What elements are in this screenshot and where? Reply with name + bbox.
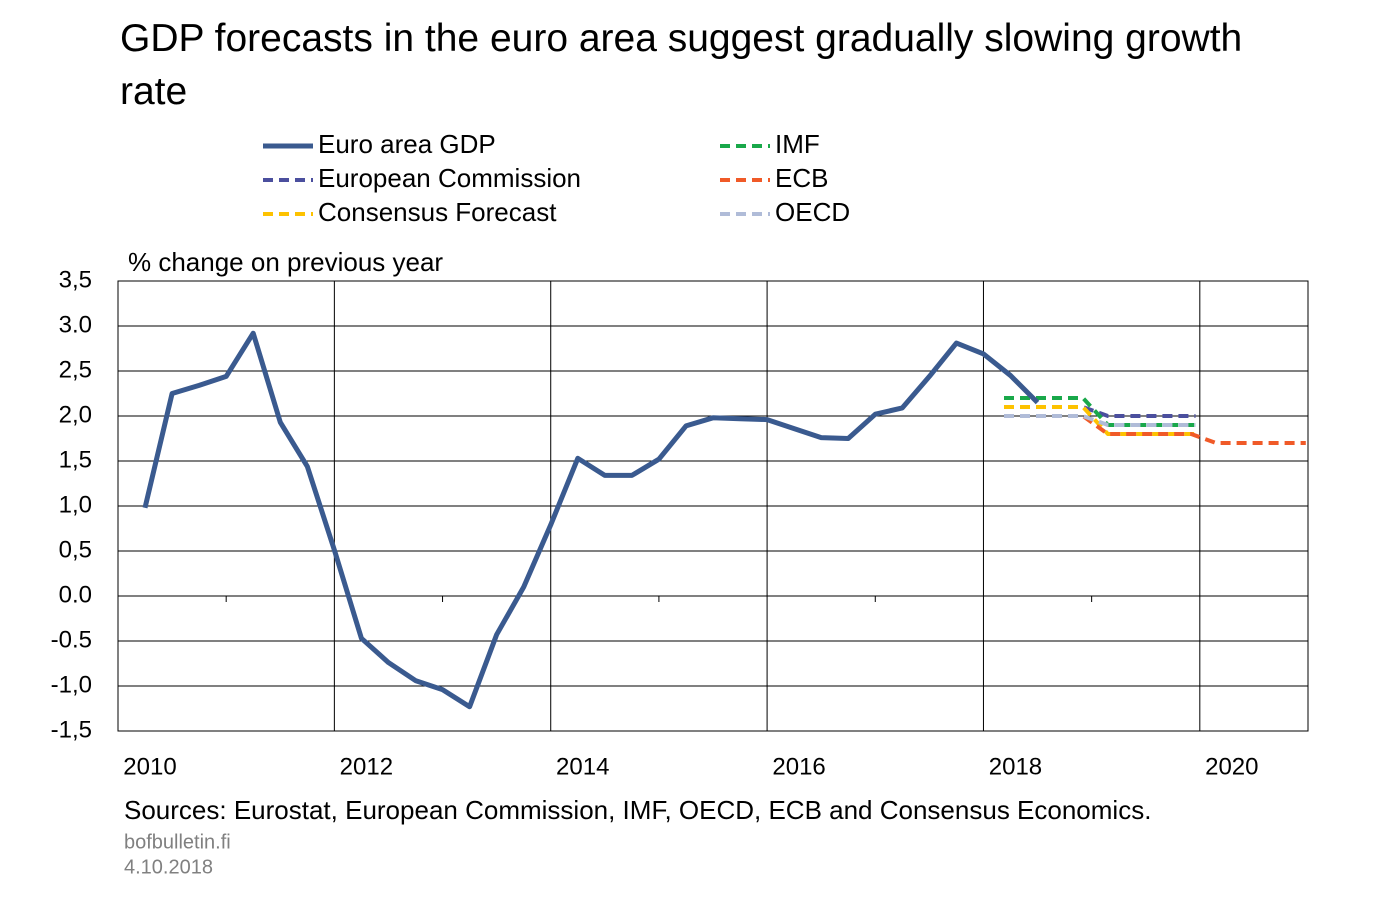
y-tick-label: 2,5 — [59, 356, 92, 383]
x-tick-label: 2020 — [1205, 753, 1258, 780]
legend-label: Euro area GDP — [318, 129, 496, 159]
y-tick-label: 1,5 — [59, 446, 92, 473]
legend-label: European Commission — [318, 163, 581, 193]
series-line — [1004, 414, 1306, 445]
y-tick-label: -0.5 — [51, 626, 92, 653]
legend-label: Consensus Forecast — [318, 197, 557, 227]
y-tick-label: 3.0 — [59, 311, 92, 338]
legend-label: IMF — [775, 129, 820, 159]
y-tick-label: 3,5 — [59, 266, 92, 293]
site: bofbulletin.fi — [124, 831, 231, 853]
y-axis-label: % change on previous year — [128, 247, 443, 277]
x-tick-label: 2014 — [556, 753, 609, 780]
plot-frame — [117, 280, 1309, 732]
x-tick-label: 2012 — [340, 753, 393, 780]
series-line — [142, 330, 1040, 710]
y-tick-label: -1,0 — [51, 671, 92, 698]
legend-label: OECD — [775, 197, 850, 227]
series-line — [1004, 396, 1196, 427]
y-tick-label: 0.0 — [59, 581, 92, 608]
source: Sources: Eurostat, European Commission, … — [124, 795, 1151, 825]
x-tick-label: 2016 — [772, 753, 825, 780]
y-tick-label: 0,5 — [59, 536, 92, 563]
legend-label: ECB — [775, 163, 828, 193]
x-tick-label: 2010 — [123, 753, 176, 780]
chart-title: GDP forecasts in the euro area suggest g… — [120, 17, 1243, 113]
x-tick-label: 2018 — [989, 753, 1042, 780]
y-tick-label: -1,5 — [51, 716, 92, 743]
y-tick-label: 1,0 — [59, 491, 92, 518]
series-line — [1004, 405, 1196, 436]
series-line — [1004, 414, 1196, 427]
date: 4.10.2018 — [124, 856, 213, 878]
y-tick-label: 2,0 — [59, 401, 92, 428]
